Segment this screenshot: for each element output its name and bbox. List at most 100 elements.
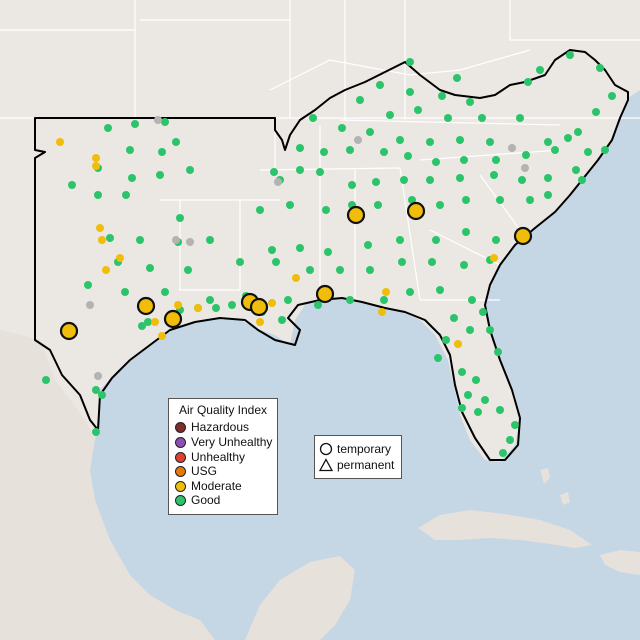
good-site[interactable]	[338, 124, 346, 132]
moderate-site[interactable]	[96, 224, 104, 232]
no-data-site[interactable]	[508, 144, 516, 152]
good-site[interactable]	[84, 281, 92, 289]
good-site[interactable]	[490, 171, 498, 179]
good-site[interactable]	[608, 92, 616, 100]
good-site[interactable]	[316, 168, 324, 176]
good-site[interactable]	[144, 318, 152, 326]
good-site[interactable]	[346, 146, 354, 154]
no-data-site[interactable]	[186, 238, 194, 246]
good-site[interactable]	[236, 258, 244, 266]
good-site[interactable]	[92, 428, 100, 436]
good-site[interactable]	[320, 148, 328, 156]
good-site[interactable]	[511, 421, 519, 429]
good-site[interactable]	[506, 436, 514, 444]
moderate-site[interactable]	[158, 332, 166, 340]
temporary-moderate-site[interactable]	[59, 321, 79, 341]
good-site[interactable]	[496, 196, 504, 204]
moderate-site[interactable]	[490, 254, 498, 262]
good-site[interactable]	[438, 92, 446, 100]
good-site[interactable]	[432, 158, 440, 166]
good-site[interactable]	[492, 236, 500, 244]
no-data-site[interactable]	[154, 116, 162, 124]
no-data-site[interactable]	[94, 372, 102, 380]
good-site[interactable]	[458, 404, 466, 412]
good-site[interactable]	[460, 261, 468, 269]
moderate-site[interactable]	[174, 301, 182, 309]
good-site[interactable]	[466, 98, 474, 106]
good-site[interactable]	[464, 391, 472, 399]
moderate-site[interactable]	[292, 274, 300, 282]
moderate-site[interactable]	[382, 288, 390, 296]
good-site[interactable]	[309, 114, 317, 122]
good-site[interactable]	[458, 368, 466, 376]
good-site[interactable]	[186, 166, 194, 174]
good-site[interactable]	[436, 201, 444, 209]
moderate-site[interactable]	[454, 340, 462, 348]
moderate-site[interactable]	[116, 254, 124, 262]
good-site[interactable]	[396, 236, 404, 244]
good-site[interactable]	[128, 174, 136, 182]
good-site[interactable]	[478, 114, 486, 122]
good-site[interactable]	[450, 314, 458, 322]
good-site[interactable]	[284, 296, 292, 304]
temporary-moderate-site[interactable]	[513, 226, 533, 246]
moderate-site[interactable]	[268, 299, 276, 307]
temporary-moderate-site[interactable]	[346, 205, 366, 225]
good-site[interactable]	[372, 178, 380, 186]
good-site[interactable]	[306, 266, 314, 274]
good-site[interactable]	[526, 196, 534, 204]
good-site[interactable]	[564, 134, 572, 142]
moderate-site[interactable]	[56, 138, 64, 146]
moderate-site[interactable]	[98, 236, 106, 244]
good-site[interactable]	[406, 288, 414, 296]
good-site[interactable]	[296, 144, 304, 152]
good-site[interactable]	[206, 236, 214, 244]
good-site[interactable]	[486, 138, 494, 146]
moderate-site[interactable]	[151, 318, 159, 326]
good-site[interactable]	[396, 136, 404, 144]
good-site[interactable]	[404, 152, 412, 160]
good-site[interactable]	[158, 148, 166, 156]
temporary-moderate-site[interactable]	[315, 284, 335, 304]
good-site[interactable]	[544, 174, 552, 182]
good-site[interactable]	[256, 206, 264, 214]
good-site[interactable]	[456, 136, 464, 144]
good-site[interactable]	[596, 64, 604, 72]
good-site[interactable]	[414, 106, 422, 114]
good-site[interactable]	[104, 124, 112, 132]
good-site[interactable]	[400, 176, 408, 184]
good-site[interactable]	[544, 138, 552, 146]
good-site[interactable]	[472, 376, 480, 384]
good-site[interactable]	[146, 264, 154, 272]
good-site[interactable]	[460, 156, 468, 164]
good-site[interactable]	[456, 174, 464, 182]
good-site[interactable]	[524, 78, 532, 86]
temporary-moderate-site[interactable]	[136, 296, 156, 316]
good-site[interactable]	[314, 301, 322, 309]
good-site[interactable]	[42, 376, 50, 384]
good-site[interactable]	[286, 201, 294, 209]
good-site[interactable]	[348, 181, 356, 189]
good-site[interactable]	[496, 406, 504, 414]
good-site[interactable]	[346, 296, 354, 304]
good-site[interactable]	[98, 391, 106, 399]
good-site[interactable]	[206, 296, 214, 304]
no-data-site[interactable]	[274, 178, 282, 186]
good-site[interactable]	[172, 138, 180, 146]
no-data-site[interactable]	[86, 301, 94, 309]
moderate-site[interactable]	[102, 266, 110, 274]
good-site[interactable]	[468, 296, 476, 304]
good-site[interactable]	[444, 114, 452, 122]
good-site[interactable]	[122, 191, 130, 199]
moderate-site[interactable]	[378, 308, 386, 316]
good-site[interactable]	[176, 214, 184, 222]
good-site[interactable]	[228, 301, 236, 309]
good-site[interactable]	[428, 258, 436, 266]
good-site[interactable]	[551, 146, 559, 154]
good-site[interactable]	[479, 308, 487, 316]
good-site[interactable]	[270, 168, 278, 176]
good-site[interactable]	[436, 286, 444, 294]
good-site[interactable]	[453, 74, 461, 82]
good-site[interactable]	[366, 266, 374, 274]
good-site[interactable]	[426, 176, 434, 184]
